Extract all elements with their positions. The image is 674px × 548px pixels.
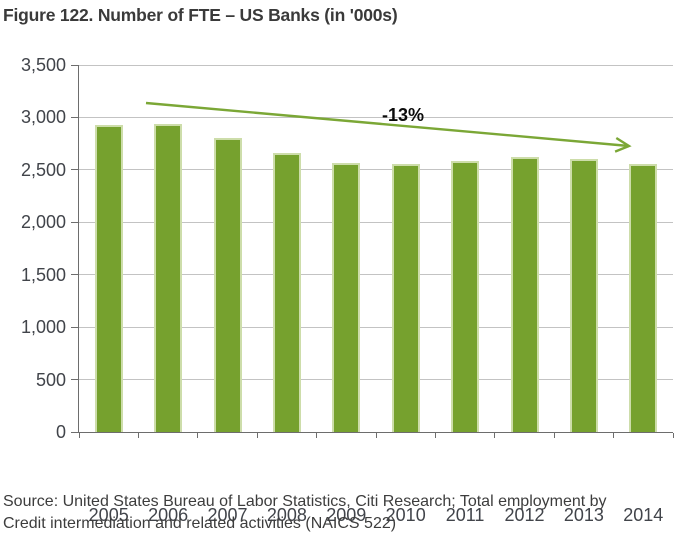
x-axis-tick	[434, 433, 436, 438]
y-axis-tick-1000	[71, 326, 79, 328]
gridline-1000	[79, 326, 673, 328]
x-axis-label-2009: 2009	[326, 505, 367, 525]
gridline-2000	[79, 221, 673, 223]
gridline-3500	[79, 64, 673, 66]
x-axis-label-2013: 2013	[563, 505, 604, 525]
y-axis-tick-3000	[71, 116, 79, 118]
bar-2013	[569, 159, 598, 432]
x-axis-tick	[553, 433, 555, 438]
y-axis-label: 2,000	[20, 212, 66, 233]
source-line-1: Source: United States Bureau of Labor St…	[3, 493, 607, 510]
gridline-2500	[79, 169, 673, 171]
x-axis-label-2014: 2014	[623, 505, 664, 525]
x-axis-label-2011: 2011	[445, 505, 485, 525]
gridline-500	[79, 379, 673, 381]
bar-2009	[332, 162, 361, 432]
x-axis-label-2008: 2008	[266, 505, 307, 525]
x-axis-tick	[494, 433, 496, 438]
bar-2010	[391, 163, 420, 432]
y-axis-label: 3,000	[20, 107, 66, 128]
x-axis-tick	[375, 433, 377, 438]
x-axis-label-2010: 2010	[385, 505, 426, 525]
figure-title: Figure 122. Number of FTE – US Banks (in…	[3, 5, 398, 25]
source-line-2: Credit intermediation and related activi…	[3, 515, 397, 532]
y-axis-tick-1500	[71, 274, 79, 276]
y-axis-tick-2000	[71, 221, 79, 223]
gridline-1500	[79, 274, 673, 276]
x-axis-tick	[316, 433, 318, 438]
x-axis-line	[78, 432, 673, 433]
bar-2011	[451, 161, 480, 432]
y-axis-label: 1,500	[20, 264, 66, 285]
y-axis-label: 0	[55, 422, 66, 442]
source-note: Source: United States Bureau of Labor St…	[3, 491, 671, 535]
x-axis-label-2005: 2005	[88, 505, 129, 525]
x-axis-label-2007: 2007	[207, 505, 248, 525]
x-axis-label-2006: 2006	[148, 505, 189, 525]
bar-2008	[272, 152, 301, 432]
y-axis-tick-3500	[71, 64, 79, 66]
bar-2006	[154, 123, 183, 432]
y-axis-label: 3,500	[20, 55, 66, 75]
bar-2014	[629, 163, 658, 432]
x-axis-tick	[672, 433, 674, 438]
x-axis-tick	[78, 433, 80, 438]
trend-annotation-label: -13%	[381, 105, 425, 125]
x-axis-tick	[613, 433, 615, 438]
y-axis-label: 1,000	[20, 317, 66, 338]
x-axis-label-2012: 2012	[504, 505, 545, 525]
bar-2012	[510, 156, 539, 432]
bar-2005	[94, 125, 123, 432]
y-axis-tick-500	[71, 379, 79, 381]
x-axis-tick	[197, 433, 199, 438]
y-axis-line	[78, 65, 79, 433]
y-axis-label: 500	[35, 369, 66, 390]
y-axis-label: 2,500	[20, 159, 66, 180]
x-axis-tick	[256, 433, 258, 438]
x-axis-tick	[137, 433, 139, 438]
bar-2007	[213, 138, 242, 432]
trend-arrow	[145, 101, 632, 153]
gridline-3000	[79, 116, 673, 118]
y-axis-tick-2500	[71, 169, 79, 171]
plot-area: 0 500 1,000 1,500 2,000 2,500 3,000 3,500 2005 20…	[21, 55, 674, 525]
y-axis-tick-0	[71, 431, 79, 433]
